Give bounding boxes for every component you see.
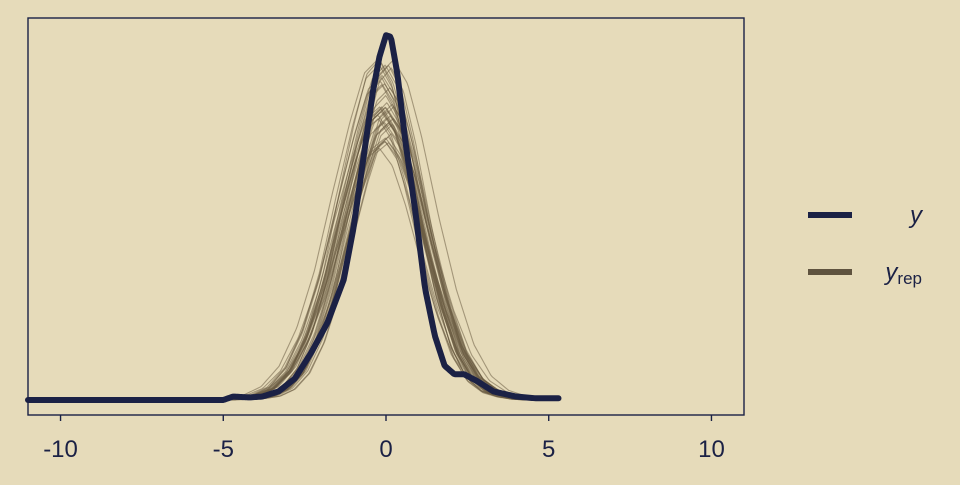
legend-label-y-rep-symbol: y	[883, 259, 899, 286]
y-rep-density-line	[195, 137, 551, 401]
x-axis-tick-label: -10	[43, 436, 78, 463]
y-density-line	[25, 32, 562, 403]
y-rep-density-line	[198, 147, 537, 401]
y-rep-density-line	[224, 106, 542, 401]
legend-label-y-symbol: y	[908, 202, 924, 229]
y-rep-density-line	[200, 83, 546, 401]
legend-label-y-rep-subscript: rep	[897, 269, 922, 288]
x-axis-tick-label: 10	[698, 436, 725, 463]
x-axis-tick-label: 5	[542, 436, 555, 463]
y-rep-density-line	[209, 87, 548, 401]
x-axis-tick-label: 0	[379, 436, 392, 463]
x-axis: -10 -5 0 5 10	[43, 415, 725, 463]
y-rep-density-line	[219, 136, 537, 401]
legend-label-y: y	[908, 202, 924, 229]
y-rep-density-line	[225, 67, 537, 401]
x-axis-tick-label: -5	[213, 436, 234, 463]
y-rep-density-line	[221, 122, 535, 401]
y-rep-density-line	[228, 133, 534, 401]
legend: y yrep	[808, 202, 924, 288]
y-rep-density-line	[230, 123, 534, 401]
y-rep-density-line	[194, 123, 561, 401]
y-rep-density-line	[188, 140, 557, 401]
y-rep-density-line	[216, 117, 548, 401]
legend-label-y-rep: yrep	[883, 259, 922, 288]
y-rep-density-line	[209, 142, 545, 401]
y-rep-density-line	[220, 117, 533, 401]
y-rep-density-line	[222, 140, 528, 401]
y-series	[25, 32, 562, 403]
y-rep-density-line	[216, 115, 542, 401]
